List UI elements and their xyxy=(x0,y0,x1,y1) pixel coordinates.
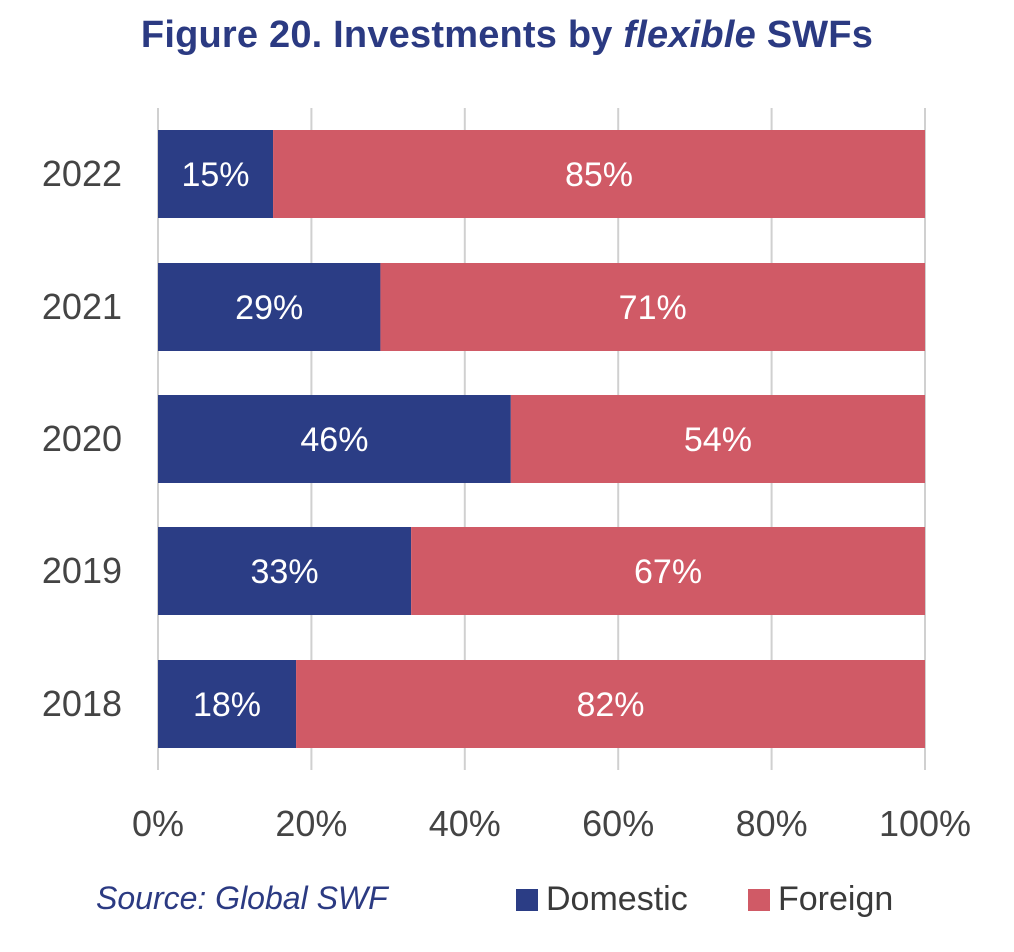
data-label-domestic-2021: 29% xyxy=(235,289,303,327)
x-tick-label: 0% xyxy=(132,803,184,844)
y-tick-label-2022: 2022 xyxy=(42,153,122,194)
x-tick-label: 80% xyxy=(736,803,808,844)
x-tick-label: 100% xyxy=(879,803,971,844)
legend-swatch-domestic xyxy=(516,888,538,911)
data-label-domestic-2018: 18% xyxy=(193,686,261,724)
x-tick-label: 60% xyxy=(582,803,654,844)
y-tick-label-2018: 2018 xyxy=(42,683,122,724)
bar-foreign-2019 xyxy=(411,527,925,615)
bar-foreign-2018 xyxy=(296,660,925,748)
legend-item-foreign: Foreign xyxy=(748,880,893,919)
x-tick-label: 40% xyxy=(429,803,501,844)
data-label-domestic-2019: 33% xyxy=(251,553,319,591)
data-label-domestic-2020: 46% xyxy=(300,421,368,459)
bar-domestic-2018 xyxy=(158,660,297,748)
y-tick-label-2021: 2021 xyxy=(42,286,122,327)
legend-item-domestic: Domestic xyxy=(516,880,688,919)
bar-domestic-2020 xyxy=(158,395,511,483)
bar-foreign-2022 xyxy=(273,130,925,218)
data-label-foreign-2018: 82% xyxy=(576,686,644,724)
bar-domestic-2019 xyxy=(158,527,412,615)
bar-domestic-2021 xyxy=(158,263,381,351)
data-label-foreign-2022: 85% xyxy=(565,156,633,194)
legend-swatch-foreign xyxy=(748,888,770,911)
y-tick-label-2019: 2019 xyxy=(42,550,122,591)
bar-foreign-2021 xyxy=(380,263,925,351)
y-tick-label-2020: 2020 xyxy=(42,418,122,459)
legend-label-foreign: Foreign xyxy=(778,880,894,918)
source-note: Source: Global SWF xyxy=(96,880,388,916)
x-tick-label: 20% xyxy=(275,803,347,844)
chart-title-suffix: SWFs xyxy=(755,14,874,56)
data-label-foreign-2019: 67% xyxy=(634,553,702,591)
data-label-domestic-2022: 15% xyxy=(181,156,249,194)
chart-title-prefix: Figure 20. Investments by xyxy=(140,14,624,56)
chart-title: Figure 20. Investments by flexible SWFs xyxy=(0,14,1014,57)
stacked-bar-chart: 15% 85% 2022 29% 71% 2021 46% 54% 2020 33% 67% 2019… xyxy=(42,108,971,844)
legend-label-domestic: Domestic xyxy=(546,880,688,918)
chart-title-emphasis: flexible xyxy=(623,14,756,56)
bar-domestic-2022 xyxy=(158,130,274,218)
data-label-foreign-2021: 71% xyxy=(619,289,687,327)
data-label-foreign-2020: 54% xyxy=(684,421,752,459)
bar-foreign-2020 xyxy=(510,395,925,483)
